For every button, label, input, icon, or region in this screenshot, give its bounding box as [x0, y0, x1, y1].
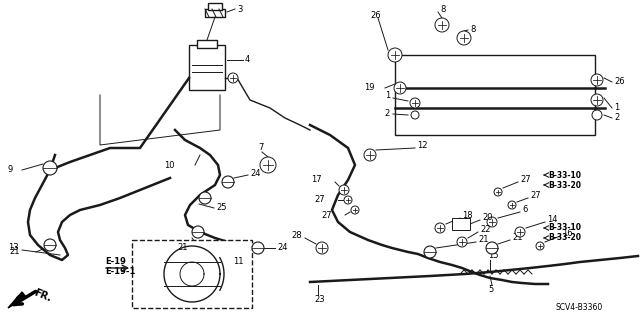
Bar: [452, 218, 470, 230]
Circle shape: [515, 227, 525, 237]
Text: 21: 21: [10, 248, 20, 256]
Text: 8: 8: [470, 26, 476, 34]
Circle shape: [435, 18, 449, 32]
Circle shape: [339, 185, 349, 195]
Text: 21: 21: [512, 234, 522, 242]
Circle shape: [364, 149, 376, 161]
Text: 27: 27: [530, 191, 541, 201]
Text: 21: 21: [177, 243, 188, 253]
Text: 5: 5: [488, 286, 493, 294]
Bar: [205, 9, 225, 17]
Text: 6: 6: [522, 205, 527, 214]
Text: 9: 9: [8, 166, 13, 174]
Text: 2: 2: [385, 108, 390, 117]
Bar: [189, 45, 225, 90]
Bar: [132, 240, 252, 308]
Text: 4: 4: [245, 56, 250, 64]
Text: 11: 11: [233, 257, 243, 266]
Text: 10: 10: [164, 160, 175, 169]
Circle shape: [487, 217, 497, 227]
Circle shape: [591, 94, 603, 106]
Circle shape: [44, 239, 56, 251]
Text: 20: 20: [482, 213, 493, 222]
Text: E-19: E-19: [105, 257, 126, 266]
Text: 1: 1: [614, 103, 620, 113]
Text: 23: 23: [314, 295, 324, 305]
Text: 21: 21: [478, 235, 488, 244]
Text: FR.: FR.: [32, 288, 52, 304]
Text: 19: 19: [365, 84, 375, 93]
Text: 22: 22: [480, 226, 490, 234]
Text: 12: 12: [417, 142, 428, 151]
Text: 7: 7: [258, 144, 264, 152]
Text: 24: 24: [250, 168, 260, 177]
Circle shape: [591, 74, 603, 86]
Bar: [208, 3, 222, 10]
Text: 8: 8: [440, 5, 445, 14]
Circle shape: [344, 196, 352, 204]
Text: 14: 14: [547, 216, 557, 225]
Text: 26: 26: [370, 11, 381, 19]
Text: E-19-1: E-19-1: [105, 268, 136, 277]
Circle shape: [192, 226, 204, 238]
Circle shape: [424, 246, 436, 258]
Circle shape: [410, 98, 420, 108]
Text: 25: 25: [216, 204, 227, 212]
Text: B-33-20: B-33-20: [548, 234, 581, 242]
Text: 16: 16: [562, 229, 573, 239]
Text: B-33-20: B-33-20: [548, 181, 581, 189]
Text: 1: 1: [385, 92, 390, 100]
Circle shape: [43, 161, 57, 175]
Text: 27: 27: [321, 211, 332, 219]
Bar: [395, 55, 595, 135]
Text: 13: 13: [8, 243, 19, 253]
Text: 3: 3: [237, 4, 243, 13]
Text: 18: 18: [462, 211, 472, 220]
Circle shape: [228, 73, 238, 83]
Text: 2: 2: [614, 114, 620, 122]
Circle shape: [536, 242, 544, 250]
Circle shape: [494, 188, 502, 196]
Circle shape: [222, 176, 234, 188]
Text: 17: 17: [312, 175, 322, 184]
Text: 15: 15: [488, 250, 499, 259]
Circle shape: [394, 82, 406, 94]
Circle shape: [351, 206, 359, 214]
Circle shape: [486, 242, 498, 254]
Bar: [197, 40, 217, 48]
Circle shape: [388, 48, 402, 62]
Text: 28: 28: [291, 231, 302, 240]
Circle shape: [411, 111, 419, 119]
Text: 26: 26: [614, 78, 625, 86]
Text: 27: 27: [520, 175, 531, 184]
Polygon shape: [8, 292, 26, 308]
Circle shape: [316, 242, 328, 254]
Text: B-33-10: B-33-10: [548, 224, 581, 233]
Text: 27: 27: [314, 196, 325, 204]
Circle shape: [457, 237, 467, 247]
Circle shape: [435, 223, 445, 233]
Circle shape: [592, 110, 602, 120]
Circle shape: [508, 201, 516, 209]
Circle shape: [260, 157, 276, 173]
Text: B-33-10: B-33-10: [548, 170, 581, 180]
Text: SCV4-B3360: SCV4-B3360: [555, 303, 602, 313]
Circle shape: [199, 192, 211, 204]
Text: 24: 24: [277, 242, 287, 251]
Circle shape: [252, 242, 264, 254]
Circle shape: [457, 31, 471, 45]
